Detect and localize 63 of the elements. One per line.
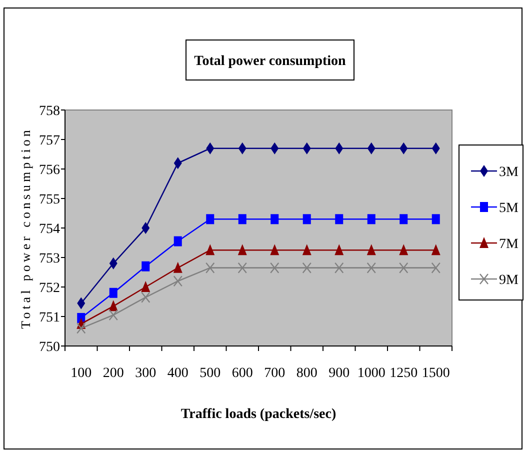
x-tick-label: 700 <box>264 366 286 381</box>
x-tick-label: 500 <box>200 366 221 381</box>
y-tick-label: 754 <box>39 222 60 237</box>
y-tick-label: 757 <box>39 133 60 148</box>
point <box>399 244 408 256</box>
point <box>76 322 86 334</box>
legend-label: 3M <box>499 164 519 180</box>
legend-label: 7M <box>499 236 519 252</box>
point <box>302 262 312 274</box>
point <box>109 288 118 298</box>
y-tick-label: 756 <box>39 162 60 178</box>
point <box>142 261 150 272</box>
point <box>173 276 182 287</box>
y-axis-title: Total power consumption <box>18 127 33 329</box>
point <box>367 214 376 224</box>
point <box>173 262 182 273</box>
point <box>108 300 118 312</box>
point <box>432 214 440 224</box>
point <box>400 214 408 224</box>
x-tick-label: 1500 <box>422 366 450 381</box>
y-tick-label: 750 <box>39 340 60 355</box>
y-tick-label: 752 <box>39 280 60 296</box>
point <box>174 236 182 246</box>
point <box>399 262 408 274</box>
chart-title: Total power consumption <box>194 54 346 69</box>
point <box>141 292 150 303</box>
point <box>108 309 118 321</box>
point <box>334 262 344 274</box>
legend-label: 9M <box>499 272 519 288</box>
x-tick-label: 100 <box>70 366 92 381</box>
point <box>206 214 214 224</box>
point <box>141 281 150 292</box>
legend-label: 5M <box>499 200 519 216</box>
point <box>302 214 311 224</box>
point <box>334 244 344 256</box>
point <box>366 244 376 256</box>
y-tick-label: 758 <box>39 104 60 119</box>
x-tick-label: 400 <box>167 366 188 381</box>
x-axis-title: Traffic loads (packets/sec) <box>180 407 336 422</box>
point <box>142 222 150 234</box>
point <box>431 244 440 256</box>
point <box>238 262 247 274</box>
point <box>302 244 312 256</box>
x-tick-label: 200 <box>102 366 124 381</box>
x-tick-label: 1250 <box>390 366 418 381</box>
point <box>238 214 246 224</box>
x-tick-label: 300 <box>135 366 156 381</box>
point <box>335 214 344 224</box>
y-tick-label: 753 <box>39 251 60 266</box>
x-tick-label: 800 <box>296 366 318 381</box>
y-tick-label: 751 <box>39 310 60 326</box>
y-tick-label: 755 <box>39 192 60 208</box>
point <box>206 244 215 256</box>
point <box>238 244 247 256</box>
point <box>366 262 376 274</box>
x-tick-label: 1000 <box>357 366 386 381</box>
point <box>270 262 280 274</box>
point <box>270 214 279 224</box>
x-tick-label: 900 <box>328 366 350 381</box>
point <box>431 262 440 274</box>
x-tick-label: 600 <box>232 366 253 381</box>
point <box>206 262 215 274</box>
point <box>270 244 280 256</box>
